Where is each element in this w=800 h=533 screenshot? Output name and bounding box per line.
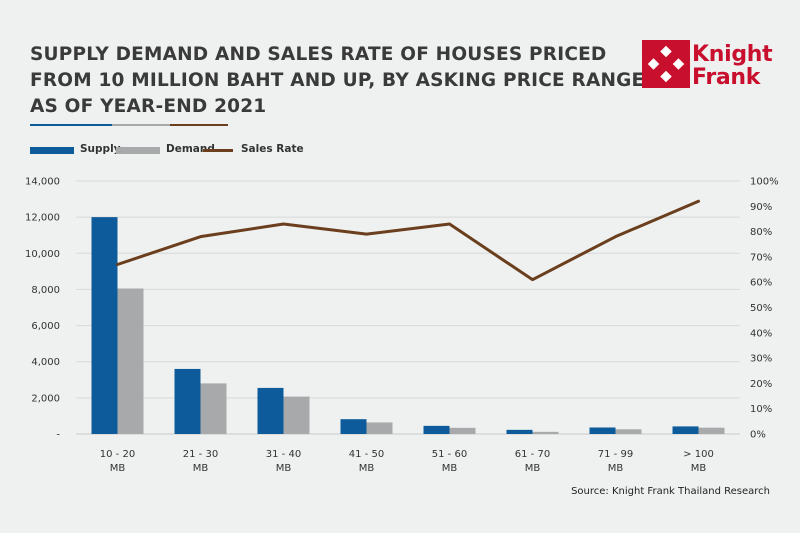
left-tick-label: 12,000 [25, 213, 60, 224]
left-tick-label: 2,000 [31, 393, 60, 404]
x-tick-label: MB [442, 463, 458, 474]
x-tick-label: 21 - 30 [183, 449, 218, 460]
right-tick-label: 70% [750, 252, 772, 263]
x-tick-label: 10 - 20 [100, 449, 135, 460]
logo-text-knight: Knight [692, 42, 773, 67]
left-tick-label: 8,000 [31, 285, 60, 296]
x-tick-label: 61 - 70 [515, 449, 550, 460]
bar-demand [117, 288, 144, 434]
bar-supply [257, 387, 284, 434]
right-tick-label: 40% [750, 328, 772, 339]
right-tick-label: 20% [750, 379, 772, 390]
legend-swatch-supply [30, 147, 74, 154]
x-tick-label: 41 - 50 [349, 449, 384, 460]
bar-supply [174, 368, 201, 434]
x-tick-label: 51 - 60 [432, 449, 467, 460]
left-tick-label: 6,000 [31, 321, 60, 332]
bar-demand [283, 396, 310, 434]
chart-title: SUPPLY DEMAND AND SALES RATE OF HOUSES P… [30, 42, 658, 120]
left-tick-label: 10,000 [25, 249, 60, 260]
x-tick-label: 31 - 40 [266, 449, 301, 460]
title-rule-brown [170, 124, 228, 126]
legend-label-demand: Demand [166, 143, 215, 155]
legend-swatch-demand [116, 147, 160, 154]
bar-demand [615, 429, 642, 434]
x-tick-label: MB [608, 463, 624, 474]
x-tick-label: > 100 [683, 449, 714, 460]
chart-title-line-1: SUPPLY DEMAND AND SALES RATE OF HOUSES P… [30, 44, 607, 65]
source-note: Source: Knight Frank Thailand Research [571, 486, 770, 497]
title-rule-blue [30, 124, 112, 126]
bar-demand [200, 383, 227, 434]
right-tick-label: 90% [750, 202, 772, 213]
bar-supply [423, 425, 450, 434]
legend-label-supply: Supply [80, 143, 121, 155]
left-tick-label: 14,000 [25, 177, 60, 188]
right-tick-label: 30% [750, 354, 772, 365]
x-tick-label: MB [359, 463, 375, 474]
x-tick-label: MB [276, 463, 292, 474]
bar-supply [589, 427, 616, 434]
logo-text-frank: Frank [692, 65, 761, 90]
right-tick-label: 80% [750, 227, 772, 238]
right-tick-label: 60% [750, 278, 772, 289]
right-tick-label: 0% [750, 430, 766, 441]
bar-demand [698, 427, 725, 434]
x-tick-label: 71 - 99 [598, 449, 633, 460]
left-tick-label: 4,000 [31, 357, 60, 368]
sales-rate-line [116, 199, 700, 282]
chart-title-line-2: FROM 10 MILLION BAHT AND UP, BY ASKING P… [30, 70, 658, 91]
chart-title-line-3: AS OF YEAR-END 2021 [30, 96, 267, 117]
legend-line-sales-rate [203, 149, 233, 152]
x-tick-label: MB [525, 463, 541, 474]
x-tick-label: MB [691, 463, 707, 474]
bar-demand [449, 427, 476, 434]
right-tick-label: 100% [750, 177, 779, 188]
bar-supply [506, 429, 533, 434]
bar-supply [672, 426, 699, 434]
bar-supply [340, 419, 367, 434]
legend-label-sales-rate: Sales Rate [241, 143, 304, 155]
title-rule-grey [112, 124, 170, 126]
bar-supply [91, 217, 118, 434]
bar-demand [366, 422, 393, 434]
right-tick-label: 10% [750, 404, 772, 415]
x-tick-label: MB [110, 463, 126, 474]
knight-frank-logo-icon [642, 40, 690, 88]
x-tick-label: MB [193, 463, 209, 474]
left-tick-label: - [56, 430, 60, 441]
right-tick-label: 50% [750, 303, 772, 314]
bar-demand [532, 431, 559, 434]
